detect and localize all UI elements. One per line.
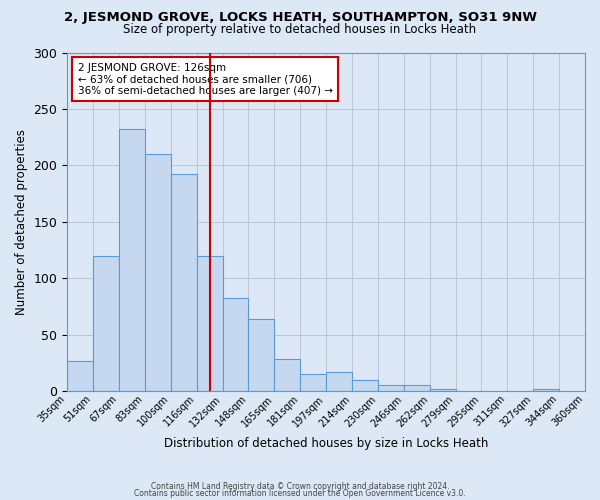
Bar <box>274 360 300 391</box>
Bar <box>326 372 352 391</box>
Bar <box>223 298 248 391</box>
Bar <box>533 388 559 391</box>
Text: 2, JESMOND GROVE, LOCKS HEATH, SOUTHAMPTON, SO31 9NW: 2, JESMOND GROVE, LOCKS HEATH, SOUTHAMPT… <box>64 12 536 24</box>
Bar <box>404 386 430 391</box>
Bar <box>378 386 404 391</box>
Bar <box>197 256 223 391</box>
Bar <box>352 380 378 391</box>
Text: 2 JESMOND GROVE: 126sqm
← 63% of detached houses are smaller (706)
36% of semi-d: 2 JESMOND GROVE: 126sqm ← 63% of detache… <box>77 62 332 96</box>
Text: Contains public sector information licensed under the Open Government Licence v3: Contains public sector information licen… <box>134 490 466 498</box>
Text: Contains HM Land Registry data © Crown copyright and database right 2024.: Contains HM Land Registry data © Crown c… <box>151 482 449 491</box>
Y-axis label: Number of detached properties: Number of detached properties <box>15 128 28 314</box>
Bar <box>248 319 274 391</box>
X-axis label: Distribution of detached houses by size in Locks Heath: Distribution of detached houses by size … <box>164 437 488 450</box>
Bar <box>430 388 455 391</box>
Bar <box>300 374 326 391</box>
Text: Size of property relative to detached houses in Locks Heath: Size of property relative to detached ho… <box>124 24 476 36</box>
Bar <box>171 174 197 391</box>
Bar <box>93 256 119 391</box>
Bar <box>67 360 93 391</box>
Bar <box>119 129 145 391</box>
Bar <box>145 154 171 391</box>
